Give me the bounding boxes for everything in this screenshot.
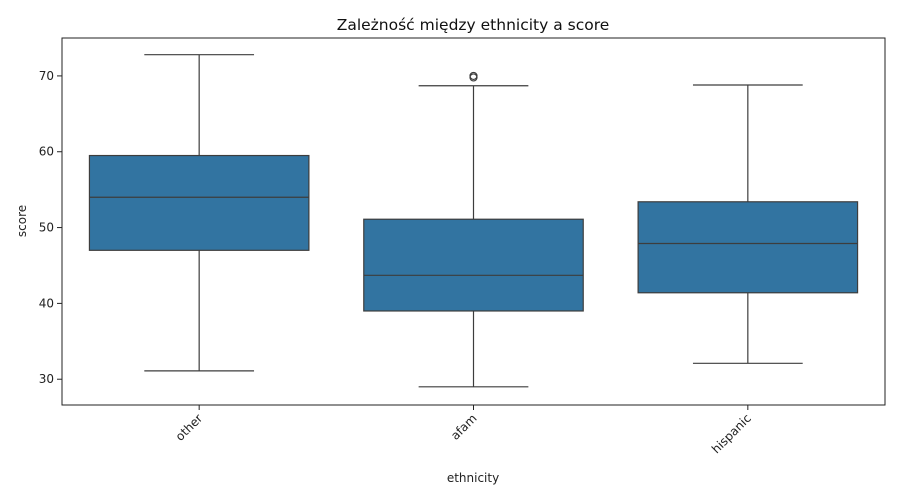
x-tick-label: afam [448, 411, 480, 443]
x-tick-label: other [173, 411, 206, 444]
outlier-point [469, 71, 478, 81]
box-other [88, 154, 310, 251]
y-tick-label: 60 [39, 145, 54, 159]
y-tick-label: 70 [39, 69, 54, 83]
x-axis-label: ethnicity [447, 471, 499, 485]
box-afam [363, 218, 584, 312]
plot-area: 30 40 50 60 70 other afam hispanic [39, 37, 886, 456]
y-tick-label: 30 [39, 372, 54, 386]
y-tick-label: 40 [39, 296, 54, 310]
chart-title: Zależność między ethnicity a score [337, 16, 610, 34]
x-tick-label: hispanic [709, 411, 754, 456]
y-tick-label: 50 [39, 221, 54, 235]
plot-frame [61, 37, 886, 406]
y-axis-label: score [15, 205, 29, 237]
box-hispanic [637, 201, 859, 294]
